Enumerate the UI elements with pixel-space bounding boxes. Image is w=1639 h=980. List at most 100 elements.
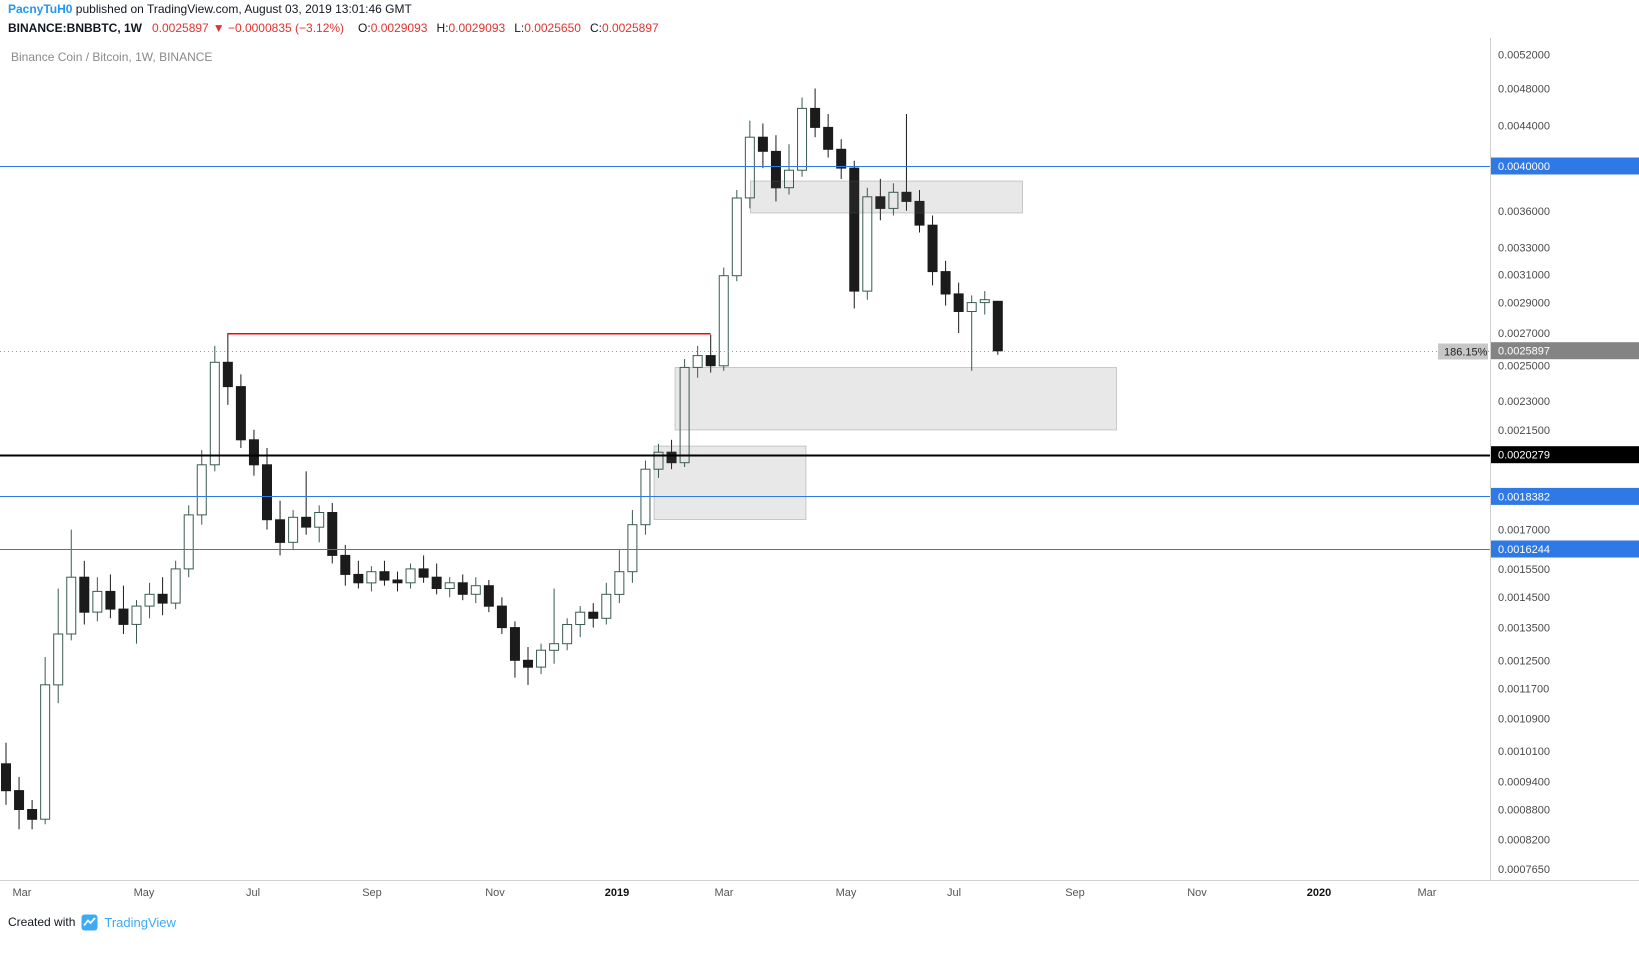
- candle-down: [222, 361, 233, 388]
- candle-up: [444, 582, 455, 589]
- price-tick-label: 0.0012500: [1498, 655, 1550, 667]
- candle-down: [275, 519, 286, 543]
- candle-down: [927, 224, 938, 273]
- zone-rectangle[interactable]: [653, 445, 807, 521]
- candle-up: [692, 355, 703, 368]
- time-tick-label: Mar: [13, 887, 32, 899]
- author-username[interactable]: PacnyTuH0: [8, 2, 73, 16]
- level-price-badge-box: [1491, 487, 1639, 505]
- candle-down: [705, 355, 716, 367]
- tradingview-logo-icon[interactable]: [81, 914, 98, 931]
- candle-down: [353, 573, 364, 584]
- time-tick-label: 2020: [1307, 887, 1331, 899]
- price-tick-label: 0.0023000: [1498, 396, 1550, 408]
- candle-up: [966, 302, 977, 313]
- candle-down: [340, 554, 351, 575]
- candle-down: [483, 585, 494, 607]
- time-tick-label: Sep: [1065, 887, 1085, 899]
- last-price-badge-label: 0.0025897: [1498, 346, 1550, 358]
- candle-up: [731, 197, 742, 277]
- percent-change-label: 186.15%: [1444, 347, 1488, 359]
- candle-down: [105, 590, 116, 610]
- level-price-badge-box: [1491, 446, 1639, 464]
- candle-up: [144, 593, 155, 607]
- tradingview-brand-link[interactable]: TradingView: [104, 914, 176, 930]
- candle-up: [170, 568, 181, 604]
- candle-down: [379, 571, 390, 581]
- price-tick-label: 0.0033000: [1498, 243, 1550, 255]
- horizontal-levels: [0, 166, 1490, 550]
- time-tick-label: May: [134, 887, 155, 899]
- candle-down: [392, 579, 403, 584]
- candle-up: [979, 299, 990, 304]
- publish-bar: PacnyTuH0 published on TradingView.com, …: [0, 0, 412, 19]
- publish-info-text: published on TradingView.com, August 03,…: [72, 2, 412, 16]
- level-price-badge-box: [1491, 157, 1639, 175]
- candle-up: [797, 107, 808, 171]
- candle-up: [288, 516, 299, 543]
- candle-down: [248, 439, 259, 466]
- zone-rectangle[interactable]: [674, 366, 1118, 431]
- candle-up: [744, 136, 755, 199]
- price-tick-label: 0.0036000: [1498, 206, 1550, 218]
- price-tick-label: 0.0008200: [1498, 835, 1550, 847]
- level-price-badge-box: [1491, 540, 1639, 558]
- candle-down: [509, 627, 520, 661]
- candle-down: [914, 200, 925, 226]
- candle-down: [588, 611, 599, 619]
- candle-up: [601, 593, 612, 619]
- chart-area[interactable]: 0.0052000 0.0048000 0.0044000 0.0036000 0.00…: [0, 38, 1639, 906]
- price-tick-label: 0.0029000: [1498, 298, 1550, 310]
- zone-rectangle[interactable]: [750, 180, 1024, 214]
- candle-up: [562, 624, 573, 645]
- candle-up: [314, 512, 325, 528]
- candle-down: [770, 150, 781, 189]
- candle-down: [992, 300, 1003, 352]
- time-tick-label: Sep: [362, 887, 382, 899]
- price-chart-svg[interactable]: 0.0052000 0.0048000 0.0044000 0.0036000 0.00…: [0, 38, 1639, 906]
- candle-up: [470, 585, 481, 595]
- symbol-title[interactable]: BINANCE:BNBBTC, 1W: [8, 21, 142, 35]
- time-tick-label: Mar: [715, 887, 734, 899]
- candle-up: [575, 611, 586, 626]
- candle-down: [157, 593, 168, 604]
- candle-down: [431, 576, 442, 590]
- last-price-badge-box: [1491, 342, 1639, 360]
- candle-up: [40, 684, 51, 820]
- price-tick-label: 0.0052000: [1498, 50, 1550, 62]
- price-tick-label: 0.0044000: [1498, 121, 1550, 133]
- time-tick-label: Mar: [1418, 887, 1437, 899]
- candles-layer: [1, 88, 1003, 830]
- candle-down: [418, 568, 429, 578]
- candle-down: [118, 608, 129, 625]
- candle-down: [327, 512, 338, 556]
- price-tick-label: 0.0014500: [1498, 592, 1550, 604]
- candle-down: [1, 763, 11, 792]
- candle-down: [875, 196, 886, 209]
- supply-demand-zones: [653, 180, 1118, 521]
- time-tick-label: May: [836, 887, 857, 899]
- candle-up: [614, 571, 625, 595]
- time-tick-label: Jul: [947, 887, 961, 899]
- candle-up: [131, 605, 142, 625]
- candle-down: [14, 790, 25, 810]
- candle-up: [536, 649, 547, 668]
- candle-down: [901, 191, 912, 202]
- candle-down: [79, 576, 90, 613]
- level-price-badge-label: 0.0020279: [1498, 450, 1550, 462]
- price-tick-label: 0.0010100: [1498, 746, 1550, 758]
- candle-down: [823, 126, 834, 150]
- percent-change-box: [1438, 343, 1488, 360]
- candle-down: [757, 136, 768, 152]
- candle-up: [549, 643, 560, 651]
- time-axis[interactable]: Mar May Jul Sep Nov 2019 Mar May Jul Sep Nov 2020 Ma…: [13, 887, 1437, 899]
- candle-down: [496, 605, 507, 629]
- candle-down: [953, 293, 964, 312]
- candle-up: [66, 576, 77, 635]
- price-axis[interactable]: 0.0052000 0.0048000 0.0044000 0.0036000 0.00…: [1491, 50, 1639, 877]
- candle-down: [457, 582, 468, 595]
- time-tick-label: Nov: [1187, 887, 1207, 899]
- candle-down: [523, 659, 533, 668]
- candle-up: [209, 361, 220, 466]
- candle-up: [784, 169, 794, 189]
